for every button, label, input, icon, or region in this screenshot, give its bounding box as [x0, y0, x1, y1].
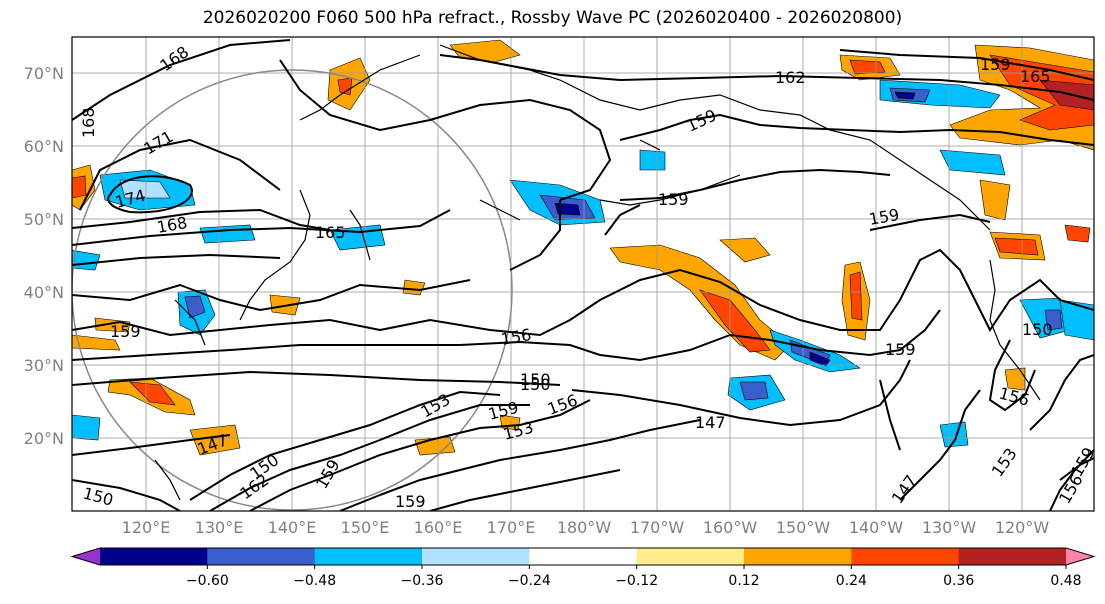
lon-label: 140°W	[849, 518, 904, 537]
colorbar-tick-label: −0.48	[293, 573, 336, 589]
lon-label: 170°E	[487, 518, 536, 537]
lat-label-50n: 50°N	[24, 210, 64, 229]
contour-label: 165	[1020, 67, 1051, 86]
colorbar-extend-low	[72, 548, 100, 565]
colorbar-segment	[851, 548, 960, 565]
lon-label: 150°E	[341, 518, 390, 537]
reference-circle	[72, 69, 513, 511]
colorbar-segment	[100, 548, 208, 565]
latitude-labels: 70°N 60°N 50°N 40°N 30°N 20°N	[24, 64, 64, 448]
colorbar-tick-label: −0.36	[401, 573, 444, 589]
contour-label: 159	[658, 190, 689, 209]
colorbar-segment	[529, 548, 638, 565]
colorbar-tick-label: −0.60	[186, 573, 229, 589]
contour-label: 147	[695, 413, 726, 432]
colorbar-tick-label: −0.12	[615, 573, 658, 589]
lon-label: 170°W	[630, 518, 685, 537]
map-plot-area: 168 162 165 159 171 174 168 165 159 159 …	[72, 37, 1094, 511]
lon-label: 130°W	[922, 518, 977, 537]
contour-label: 150	[520, 370, 551, 389]
lat-label-40n: 40°N	[24, 283, 64, 302]
contour-label: 159	[395, 492, 426, 511]
colorbar: −0.60 −0.48 −0.36 −0.24 −0.12 0.12 0.24 0.36 0.4…	[70, 547, 1096, 589]
colorbar-segment	[636, 548, 745, 565]
contour-label: 165	[315, 223, 346, 242]
graticule	[72, 37, 1094, 511]
colorbar-tick-label: −0.24	[508, 573, 551, 589]
lon-label: 150°W	[776, 518, 831, 537]
contour-label: 162	[775, 68, 806, 87]
colorbar-extend-high	[1066, 548, 1094, 565]
lon-label: 130°E	[195, 518, 244, 537]
contour-label: 159	[980, 55, 1011, 74]
colorbar-segment	[314, 548, 423, 565]
lat-label-70n: 70°N	[24, 64, 64, 83]
lon-label: 160°E	[414, 518, 463, 537]
colorbar-tick-label: 0.24	[836, 573, 867, 589]
contour-label: 150	[520, 375, 551, 394]
lat-label-30n: 30°N	[24, 356, 64, 375]
longitude-labels: 120°E 130°E 140°E 150°E 160°E 170°E 180°…	[122, 518, 1050, 537]
lon-label: 180°W	[557, 518, 612, 537]
colorbar-segment	[422, 548, 530, 565]
contour-label: 159	[110, 322, 141, 341]
lon-label: 120°W	[995, 518, 1050, 537]
height-contours	[72, 39, 1094, 511]
map-title: 2026020200 F060 500 hPa refract., Rossby…	[202, 8, 903, 28]
contour-label: 168	[79, 107, 98, 138]
colorbar-segment	[958, 548, 1067, 565]
colorbar-tick-label: 0.12	[728, 573, 759, 589]
lon-label: 120°E	[122, 518, 171, 537]
colorbar-tick-label: 0.48	[1050, 573, 1081, 589]
colorbar-tick-label: 0.36	[943, 573, 974, 589]
lat-label-60n: 60°N	[24, 137, 64, 156]
contour-label: 150	[1022, 320, 1053, 339]
lat-label-20n: 20°N	[24, 429, 64, 448]
coastlines	[154, 44, 1041, 501]
colorbar-outline	[70, 547, 1096, 566]
contour-label: 159	[885, 340, 916, 359]
lon-label: 140°E	[268, 518, 317, 537]
colorbar-segment	[744, 548, 852, 565]
lon-label: 160°W	[703, 518, 758, 537]
plot-frame	[71, 36, 1095, 512]
colorbar-segment	[207, 548, 316, 565]
